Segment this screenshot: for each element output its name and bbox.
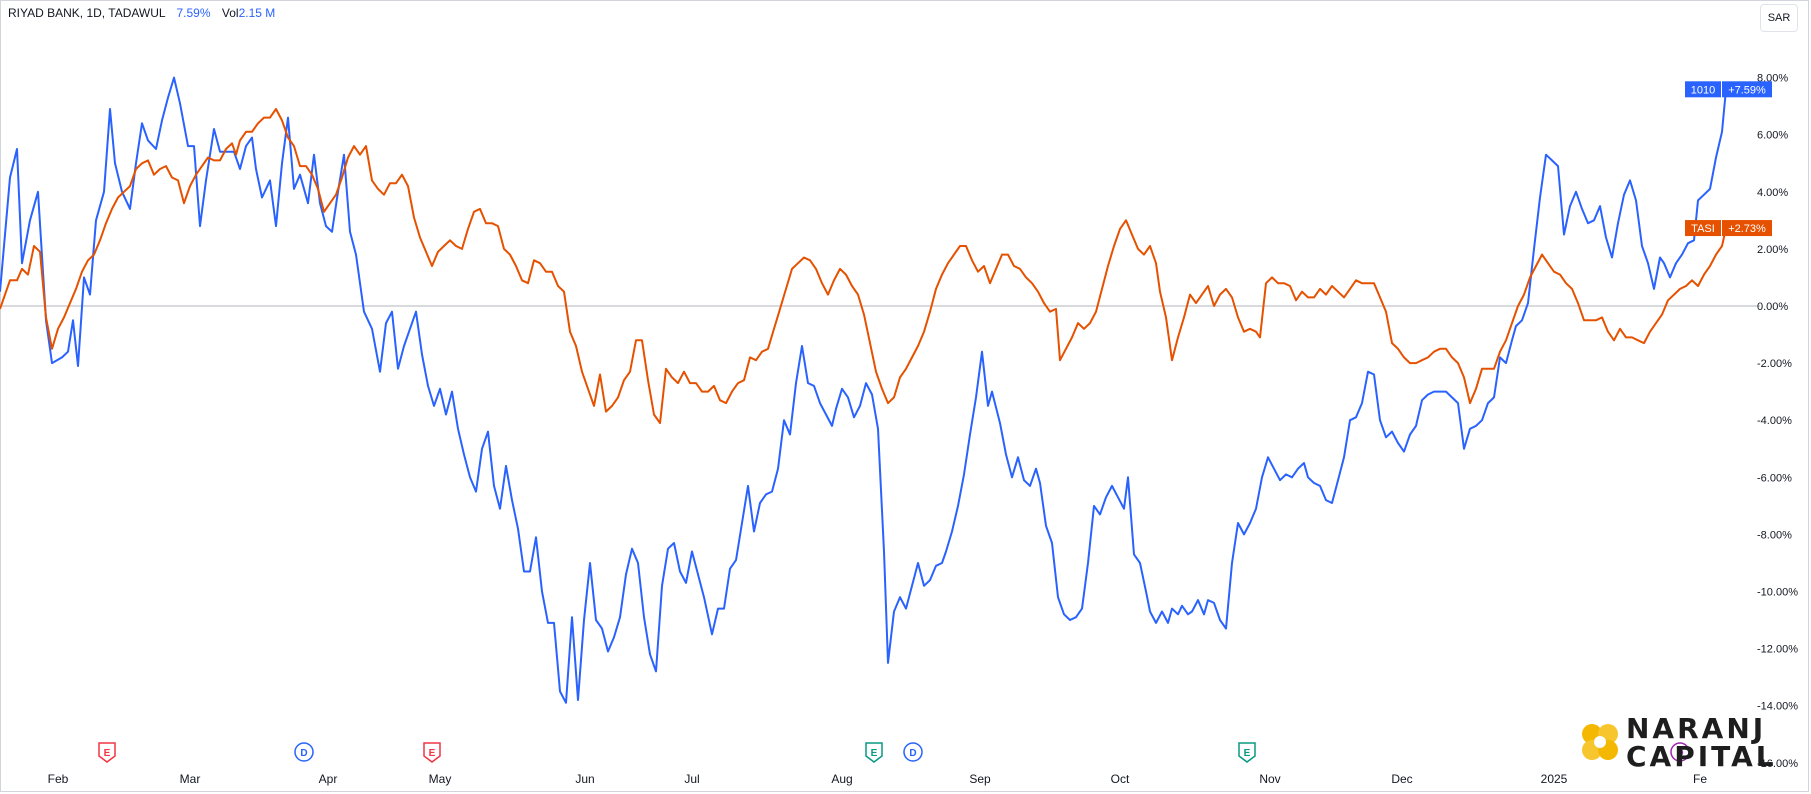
- y-tick-label: -2.00%: [1757, 358, 1792, 370]
- change-value: 7.59%: [176, 6, 211, 20]
- y-tick-label: -4.00%: [1757, 415, 1792, 427]
- event-marker-label: D: [300, 748, 307, 759]
- event-marker-label: E: [429, 748, 436, 759]
- x-tick-label: 2025: [1541, 772, 1568, 786]
- naranj-capital-logo: NARANJ CAPITAL: [1578, 712, 1774, 773]
- event-marker-label: D: [909, 748, 916, 759]
- badge-name-bg: [1685, 220, 1721, 237]
- logo-mark-icon: [1582, 724, 1618, 760]
- y-tick-label: 4.00%: [1757, 187, 1788, 199]
- badge-value-1010: +7.59%: [1728, 84, 1766, 96]
- y-tick-label: -14.00%: [1757, 701, 1798, 713]
- x-tick-label: Jun: [575, 772, 594, 786]
- symbol-title[interactable]: RIYAD BANK, 1D, TADAWUL: [8, 6, 166, 20]
- badge-value-tasi: +2.73%: [1728, 223, 1766, 235]
- y-tick-label: 6.00%: [1757, 130, 1788, 142]
- logo-line1: NARANJ: [1626, 712, 1767, 745]
- x-tick-label: Sep: [969, 772, 991, 786]
- y-tick-label: -16.00%: [1757, 758, 1798, 770]
- dividend-marker-icon[interactable]: [294, 742, 314, 762]
- badge-name-bg: [1685, 81, 1721, 98]
- x-tick-label: Apr: [319, 772, 338, 786]
- x-tick-label: Oct: [1111, 772, 1130, 786]
- y-tick-label: -8.00%: [1757, 529, 1792, 541]
- y-tick-label: -10.00%: [1757, 587, 1798, 599]
- x-tick-label: Fe: [1693, 772, 1707, 786]
- y-tick-label: -6.00%: [1757, 472, 1792, 484]
- x-tick-label: May: [429, 772, 452, 786]
- badge-value-bg: [1722, 81, 1772, 98]
- x-tick-label: Dec: [1391, 772, 1412, 786]
- badge-name-tasi: TASI: [1691, 223, 1715, 235]
- earnings-marker-icon[interactable]: [865, 742, 883, 763]
- x-tick-label: Aug: [831, 772, 852, 786]
- y-tick-label: 0.00%: [1757, 301, 1788, 313]
- x-tick-label: Jul: [684, 772, 699, 786]
- y-tick-label: 2.00%: [1757, 244, 1788, 256]
- event-marker-label: E: [1244, 748, 1251, 759]
- x-tick-label: Nov: [1259, 772, 1280, 786]
- x-tick-label: Mar: [180, 772, 201, 786]
- volume-value: 2.15 M: [238, 6, 276, 20]
- dividend-marker-icon[interactable]: [903, 742, 923, 762]
- earnings-marker-icon[interactable]: [98, 742, 116, 763]
- x-tick-label: Feb: [48, 772, 69, 786]
- badge-value-bg: [1722, 220, 1772, 237]
- earnings-marker-icon[interactable]: [423, 742, 441, 763]
- currency-button[interactable]: SAR: [1760, 4, 1798, 32]
- event-marker-label: D: [1676, 748, 1683, 759]
- event-marker-label: E: [104, 748, 111, 759]
- event-marker-label: E: [871, 748, 878, 759]
- badge-name-1010: 1010: [1691, 84, 1715, 96]
- legend: RIYAD BANK, 1D, TADAWUL 7.59% Vol2.15 M: [8, 6, 275, 20]
- series-line-1010[interactable]: [0, 76, 1727, 704]
- earnings-marker-icon[interactable]: [1238, 742, 1256, 763]
- volume-label: Vol: [221, 6, 239, 20]
- y-tick-label: -12.00%: [1757, 644, 1798, 656]
- series-line-tasi[interactable]: [0, 108, 1727, 425]
- logo-line2: CAPITAL: [1626, 740, 1777, 773]
- dividend-marker-icon[interactable]: [1670, 742, 1690, 762]
